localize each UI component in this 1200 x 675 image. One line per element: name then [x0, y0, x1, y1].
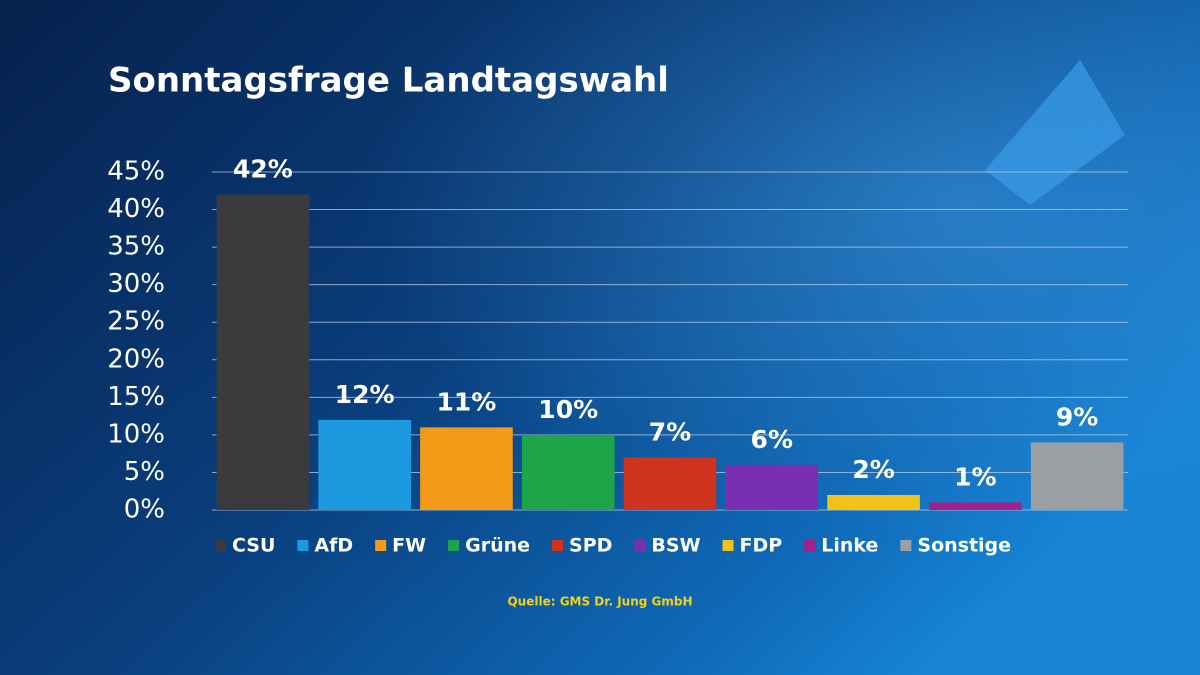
value-label: 6% — [751, 425, 793, 454]
bar — [420, 427, 513, 510]
legend-swatch — [634, 540, 646, 551]
value-label: 12% — [335, 380, 395, 409]
y-tick-label: 15% — [107, 382, 165, 412]
legend-label: BSW — [651, 535, 700, 557]
bar — [216, 194, 310, 511]
value-label: 11% — [437, 387, 497, 416]
bar — [623, 457, 717, 510]
y-tick-label: 40% — [107, 194, 165, 224]
legend-label: FW — [392, 535, 426, 557]
y-tick-label: 0% — [124, 495, 165, 525]
bar — [725, 464, 819, 510]
legend-label: SPD — [569, 535, 612, 557]
value-label: 10% — [538, 395, 598, 424]
legend-swatch — [722, 540, 734, 551]
legend-swatch — [900, 540, 912, 551]
chart-title: Sonntagsfrage Landtagswahl — [108, 61, 669, 101]
legend-label: Grüne — [465, 535, 530, 557]
legend-label: Sonstige — [917, 535, 1011, 557]
ballot-decoration — [985, 60, 1125, 205]
legend-swatch — [215, 540, 226, 551]
y-tick-label: 45% — [107, 157, 165, 187]
source: Quelle: GMS Dr. Jung GmbH — [507, 595, 692, 609]
legend-label: AfD — [314, 535, 353, 557]
y-tick-label: 5% — [124, 457, 165, 487]
plot: 0% 5% 10% 15% 20% 25% 30% 35% 40% 45% 42% 12% 11% 10%… — [107, 155, 1128, 557]
y-tick-label: 10% — [107, 419, 165, 449]
y-tick-label: 30% — [107, 269, 165, 299]
value-label: 9% — [1056, 402, 1098, 431]
legend-swatch — [448, 540, 460, 551]
bar — [827, 494, 920, 510]
y-tick-label: 20% — [107, 344, 165, 374]
value-label: 7% — [649, 417, 691, 446]
y-tick-label: 25% — [107, 307, 165, 337]
value-label: 42% — [233, 155, 293, 184]
bar — [318, 419, 411, 510]
legend-label: CSU — [232, 535, 275, 557]
legend-label: Linke — [821, 535, 878, 557]
legend-swatch — [375, 540, 387, 551]
y-tick-label: 35% — [107, 232, 165, 262]
value-label: 1% — [954, 462, 996, 491]
bar — [1030, 442, 1124, 510]
legend-swatch — [552, 540, 564, 551]
bar — [929, 502, 1022, 510]
value-label: 2% — [852, 455, 894, 484]
bar — [521, 434, 615, 510]
legend-swatch — [804, 540, 816, 551]
legend-label: FDP — [740, 535, 783, 557]
legend-swatch — [297, 540, 309, 551]
